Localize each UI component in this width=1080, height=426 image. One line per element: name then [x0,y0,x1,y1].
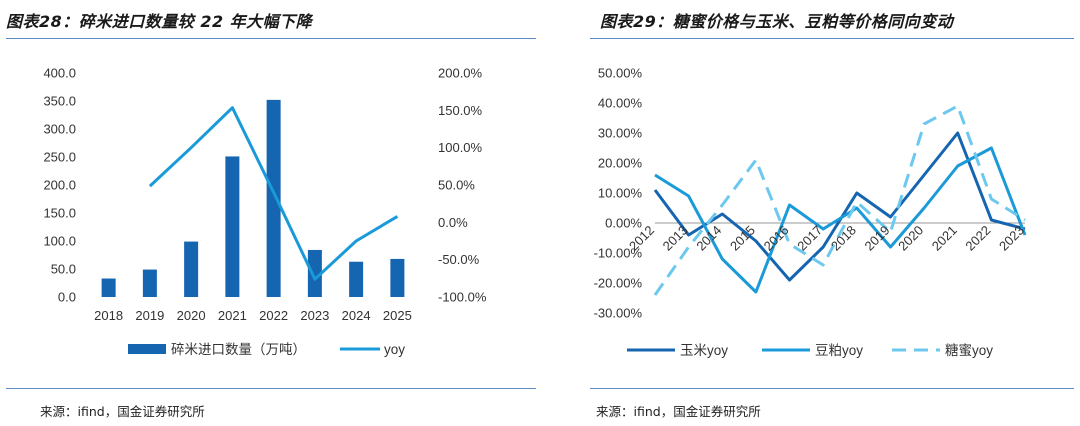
left-y-tick-label: 50.0 [51,262,76,277]
x-tick-label: 2020 [895,223,926,254]
x-tick-label: 2018 [94,308,123,323]
y-tick-label: 10.00% [598,186,643,201]
import-volume-bar [307,249,322,297]
import-volume-bar [101,278,116,297]
y-tick-label: 30.00% [598,126,643,141]
right-y-tick-label: 200.0% [438,66,483,81]
right-top-rule [590,38,1074,39]
right-chart-panel: 图表29：糖蜜价格与玉米、豆粕等价格同向变动 -30.00% -20.00% -10… [540,0,1080,426]
import-volume-bar [142,269,157,297]
left-source-note: 来源：ifind，国金证券研究所 [40,404,205,419]
legend-label: 豆粕yoy [815,343,863,358]
legend-label: 糖蜜yoy [945,343,993,358]
x-tick-label: 2022 [962,223,993,254]
molasses-yoy-line [653,104,1026,296]
y-tick-label: -30.00% [594,306,643,321]
import-volume-bar [225,156,240,297]
left-y-tick-label: 0.0 [58,290,76,305]
x-tick-label: 2019 [135,308,164,323]
right-y-tick-label: -100.0% [438,290,487,305]
right-chart-svg: -30.00% -20.00% -10.00% 0.00% 10.00% 20.00% 30… [594,66,1028,359]
yoy-line [148,106,399,281]
right-y-tick-label: 0.0% [438,215,468,230]
legend-line-label: yoy [384,342,405,357]
left-chart-svg: 0.0 50.0 100.0 150.0 200.0 250.0 300.0 350.0 400… [43,66,487,358]
right-bottom-rule [590,388,1074,389]
left-y-tick-label: 200.0 [43,178,76,193]
left-chart-panel: 图表28：碎米进口数量较 22 年大幅下降 0.0 50.0 100.0 150.0 2… [6,12,536,419]
right-y-tick-label: 150.0% [438,103,483,118]
y-tick-label: -20.00% [594,276,643,291]
right-y-tick-label: -50.0% [438,252,480,267]
import-volume-bar [390,258,405,297]
right-source-note: 来源：ifind，国金证券研究所 [596,404,761,419]
y-tick-label: 0.00% [605,216,642,231]
soymeal-yoy-line [654,146,1027,294]
left-y-tick-label: 100.0 [43,234,76,249]
legend-bar-label: 碎米进口数量（万吨） [171,342,306,357]
left-top-rule [6,38,536,39]
y-tick-label: -10.00% [594,246,643,261]
left-chart-title: 图表28：碎米进口数量较 22 年大幅下降 [6,12,313,31]
legend-bar-swatch [128,344,166,354]
left-bottom-rule [6,388,536,389]
x-tick-label: 2023 [300,308,329,323]
x-tick-label: 2021 [929,223,960,254]
left-y-tick-label: 350.0 [43,94,76,109]
left-y-tick-label: 400.0 [43,66,76,81]
x-tick-label: 2024 [342,308,371,323]
right-y-tick-label: 50.0% [438,178,475,193]
left-y-tick-label: 250.0 [43,150,76,165]
import-volume-bar [184,241,199,297]
x-tick-label: 2019 [862,223,893,254]
x-tick-label: 2025 [383,308,412,323]
import-volume-bar [349,261,364,297]
x-tick-label: 2018 [828,223,859,254]
left-y-tick-label: 300.0 [43,122,76,137]
x-tick-label: 2020 [177,308,206,323]
y-tick-label: 20.00% [598,156,643,171]
x-tick-label: 2014 [693,223,724,254]
y-tick-label: 50.00% [598,66,643,81]
x-tick-label: 2021 [218,308,247,323]
right-chart-title: 图表29：糖蜜价格与玉米、豆粕等价格同向变动 [600,12,954,31]
left-y-tick-label: 150.0 [43,206,76,221]
y-tick-label: 40.00% [598,96,643,111]
corn-yoy-line [653,131,1026,282]
import-volume-bar [266,99,281,297]
x-tick-label: 2022 [259,308,288,323]
right-y-tick-label: 100.0% [438,140,483,155]
legend-label: 玉米yoy [680,343,728,358]
